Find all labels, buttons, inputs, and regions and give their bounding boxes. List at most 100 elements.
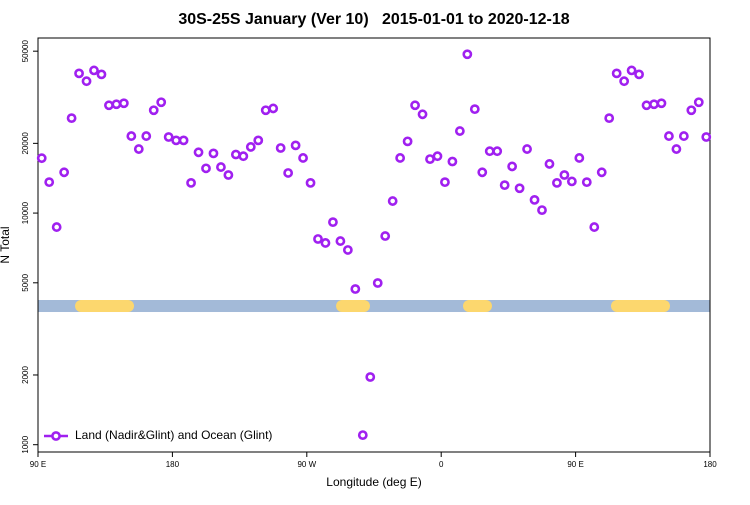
data-point <box>350 284 361 294</box>
data-point <box>380 231 391 241</box>
y-tick-label: 5000 <box>21 273 30 291</box>
data-point <box>649 99 659 110</box>
data-point <box>238 151 249 162</box>
data-point <box>656 98 667 109</box>
data-point <box>499 180 510 191</box>
data-point <box>156 97 167 108</box>
data-point <box>283 168 294 178</box>
data-point <box>51 222 62 232</box>
data-point <box>552 177 562 188</box>
data-point <box>671 144 682 154</box>
legend-label: Land (Nadir&Glint) and Ocean (Glint) <box>75 428 272 442</box>
data-point <box>507 161 518 172</box>
x-tick-label: 180 <box>166 460 180 469</box>
data-point <box>641 100 652 111</box>
y-tick-label: 20000 <box>21 132 30 155</box>
data-point <box>44 177 55 188</box>
x-tick-label: 90 E <box>30 460 46 469</box>
data-point <box>574 153 585 163</box>
data-point <box>477 167 488 178</box>
data-point <box>275 143 286 153</box>
land-segment <box>336 300 370 313</box>
data-point <box>537 205 547 216</box>
data-point <box>395 153 406 163</box>
data-point <box>469 104 480 115</box>
data-point <box>387 196 398 206</box>
data-point <box>305 177 316 188</box>
x-axis-label: Longitude (deg E) <box>326 475 421 489</box>
data-point <box>111 99 122 110</box>
data-point <box>74 68 84 79</box>
x-tick-label: 90 W <box>297 460 316 469</box>
data-point <box>522 144 532 154</box>
data-point <box>686 105 697 116</box>
data-point <box>462 49 473 60</box>
data-point <box>208 148 219 159</box>
data-point <box>372 278 383 288</box>
y-tick-label: 10000 <box>21 201 30 224</box>
data-point <box>402 136 413 147</box>
data-point <box>328 217 338 228</box>
data-point <box>514 183 525 194</box>
data-point <box>133 144 144 154</box>
data-point <box>89 65 99 76</box>
land-segment <box>75 300 135 313</box>
data-point <box>678 131 689 141</box>
data-point <box>245 142 256 152</box>
land-segment <box>463 300 492 313</box>
data-point <box>186 177 196 188</box>
data-point <box>201 163 211 174</box>
data-point <box>118 98 129 109</box>
data-point <box>216 162 226 172</box>
x-tick-label: 180 <box>703 460 717 469</box>
data-point <box>589 222 600 232</box>
data-point <box>619 76 630 87</box>
y-axis-label: N Total <box>0 226 12 263</box>
data-point <box>604 113 615 124</box>
ocean-band <box>38 300 710 313</box>
data-point <box>410 100 420 111</box>
data-point <box>425 154 435 165</box>
data-point <box>104 100 114 111</box>
data-point <box>163 132 174 142</box>
data-point <box>596 167 607 178</box>
data-point <box>260 105 271 116</box>
y-tick-label: 50000 <box>21 40 30 63</box>
chart-title: 30S-25S January (Ver 10) 2015-01-01 to 2… <box>178 11 569 28</box>
data-point <box>566 176 577 187</box>
data-point <box>581 177 592 188</box>
data-point <box>253 135 264 146</box>
data-point <box>298 153 308 163</box>
data-point <box>320 238 331 248</box>
data-point <box>664 131 674 141</box>
data-point <box>365 372 376 382</box>
data-point <box>440 177 450 188</box>
data-point <box>634 69 644 80</box>
land-segment <box>610 300 670 313</box>
data-point <box>492 146 503 157</box>
data-point <box>66 113 77 124</box>
data-point <box>81 76 92 87</box>
data-point <box>126 131 137 141</box>
x-tick-label: 0 <box>439 460 444 469</box>
data-point <box>484 146 495 157</box>
y-tick-label: 2000 <box>21 366 30 384</box>
data-point <box>193 147 204 158</box>
data-point <box>447 156 458 167</box>
data-point <box>544 159 555 169</box>
data-point <box>611 68 622 79</box>
plot-frame <box>37 37 711 453</box>
data-point <box>342 245 353 255</box>
data-point <box>529 194 540 205</box>
data-point <box>335 236 346 246</box>
data-point <box>313 234 323 244</box>
data-point <box>171 135 182 146</box>
data-point <box>96 69 107 80</box>
data-point <box>417 109 428 120</box>
x-tick-label: 90 E <box>567 460 583 469</box>
legend-marker <box>51 431 61 441</box>
data-point <box>559 170 570 180</box>
data-point <box>268 103 279 114</box>
data-point <box>230 149 241 160</box>
